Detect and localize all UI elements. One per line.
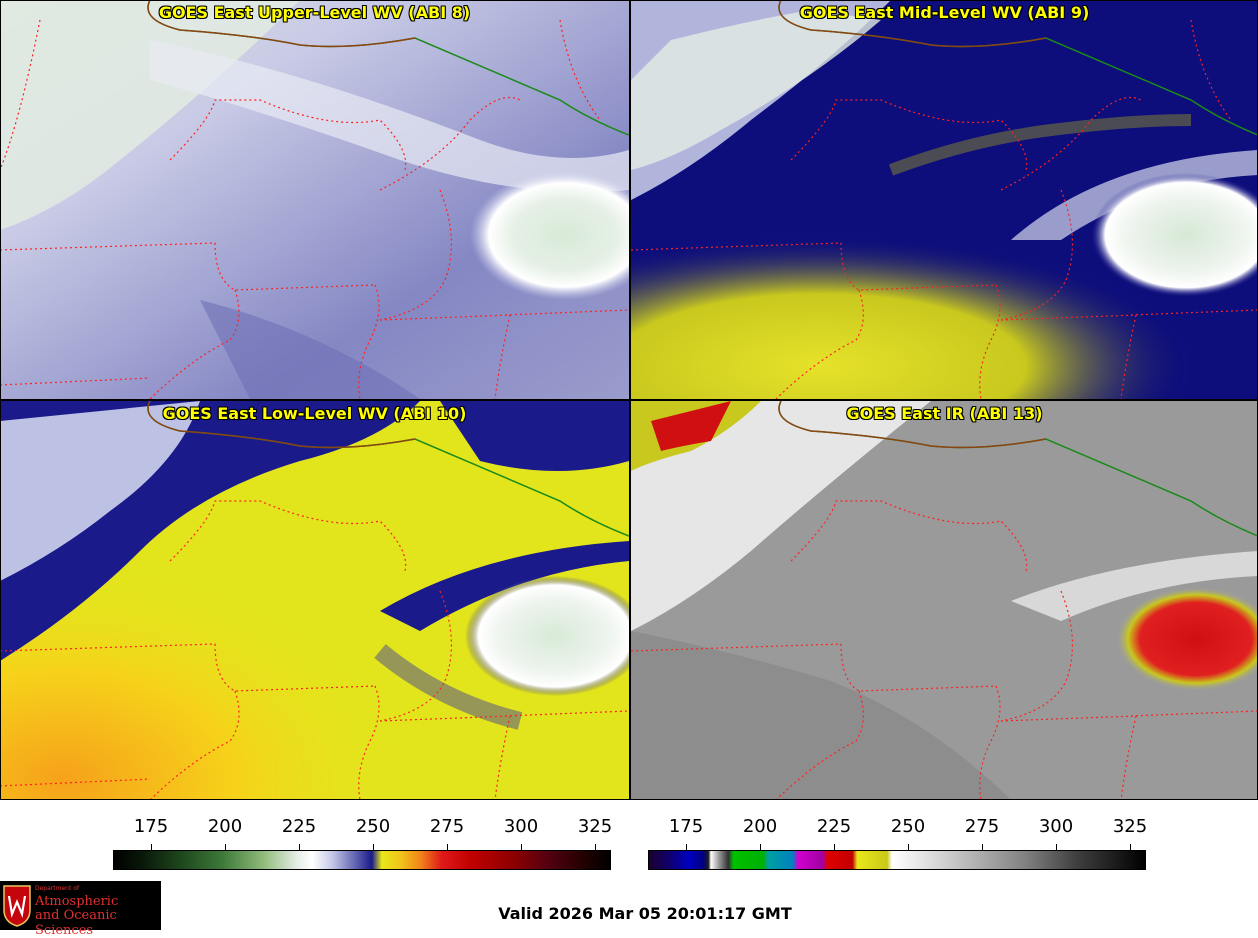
colorbar-ir-tick-label: 275 bbox=[964, 816, 1000, 837]
colorbar-ir-tick-label: 300 bbox=[1038, 816, 1074, 837]
colorbar-wv-tick-label: 300 bbox=[503, 816, 539, 837]
colorbar-wv-tick-label: 200 bbox=[207, 816, 243, 837]
colorbar-ir-tick-mark bbox=[834, 844, 835, 850]
colorbar-ir-tick-label: 200 bbox=[742, 816, 778, 837]
colorbar-ir-tick-mark bbox=[908, 844, 909, 850]
colorbar-wv-ticks: 175 200 225 250 275 300 325 bbox=[113, 816, 613, 840]
colorbar-ir-ticks: 175 200 225 250 275 300 325 bbox=[648, 816, 1148, 840]
colorbar-ir-tick-mark bbox=[982, 844, 983, 850]
panel-frame bbox=[0, 0, 1258, 800]
colorbar-ir-tick-mark bbox=[686, 844, 687, 850]
colorbar-wv-tick-mark bbox=[299, 844, 300, 850]
aos-logo: Department of Atmospheric and Oceanic Sc… bbox=[0, 881, 161, 938]
colorbar-ir-tick-label: 325 bbox=[1112, 816, 1148, 837]
colorbar-wv-tick-label: 175 bbox=[133, 816, 169, 837]
colorbar-wv-tick-mark bbox=[447, 844, 448, 850]
colorbar-ir-tick-mark bbox=[760, 844, 761, 850]
colorbar-wv-tick-label: 250 bbox=[355, 816, 391, 837]
mid-level-wv-image bbox=[631, 0, 1258, 399]
colorbar-wv-tick-mark bbox=[595, 844, 596, 850]
colorbar-wv-tick-mark bbox=[521, 844, 522, 850]
colorbar-ir-gradient bbox=[648, 850, 1146, 870]
colorbar-wv-tick-label: 275 bbox=[429, 816, 465, 837]
colorbar-wv-tick-mark bbox=[151, 844, 152, 850]
valid-time: Valid 2026 Mar 05 20:01:17 GMT bbox=[498, 904, 792, 923]
colorbar-wv-tick-mark bbox=[373, 844, 374, 850]
panel-upper-level-wv: GOES East Upper-Level WV (ABI 8) bbox=[0, 0, 629, 399]
colorbar-ir-tick-mark bbox=[1056, 844, 1057, 850]
panel-ir: GOES East IR (ABI 13) bbox=[631, 401, 1258, 800]
colorbar-ir-tick-mark bbox=[1130, 844, 1131, 850]
low-level-wv-image bbox=[0, 401, 629, 800]
satellite-panel-grid: GOES East Upper-Level WV (ABI 8) bbox=[0, 0, 1258, 800]
panel-low-level-wv: GOES East Low-Level WV (ABI 10) bbox=[0, 401, 629, 800]
colorbar-wv-tick-label: 325 bbox=[577, 816, 613, 837]
logo-department-text: Department of bbox=[35, 885, 79, 892]
colorbar-wv-tick-label: 225 bbox=[281, 816, 317, 837]
colorbar-ir-tick-label: 225 bbox=[816, 816, 852, 837]
ir-image bbox=[631, 401, 1258, 800]
logo-atmospheric-text: Atmospheric bbox=[35, 894, 119, 909]
upper-level-wv-image bbox=[0, 0, 629, 399]
colorbar-wv-gradient bbox=[113, 850, 611, 870]
panel-divider-horizontal bbox=[0, 399, 1258, 401]
colorbar-wv: 175 200 225 250 275 300 325 bbox=[113, 816, 613, 876]
colorbar-ir-tick-label: 175 bbox=[668, 816, 704, 837]
colorbar-ir-tick-label: 250 bbox=[890, 816, 926, 837]
uw-crest-icon bbox=[3, 885, 31, 927]
colorbar-wv-tick-mark bbox=[225, 844, 226, 850]
colorbar-ir: 175 200 225 250 275 300 325 bbox=[648, 816, 1148, 876]
